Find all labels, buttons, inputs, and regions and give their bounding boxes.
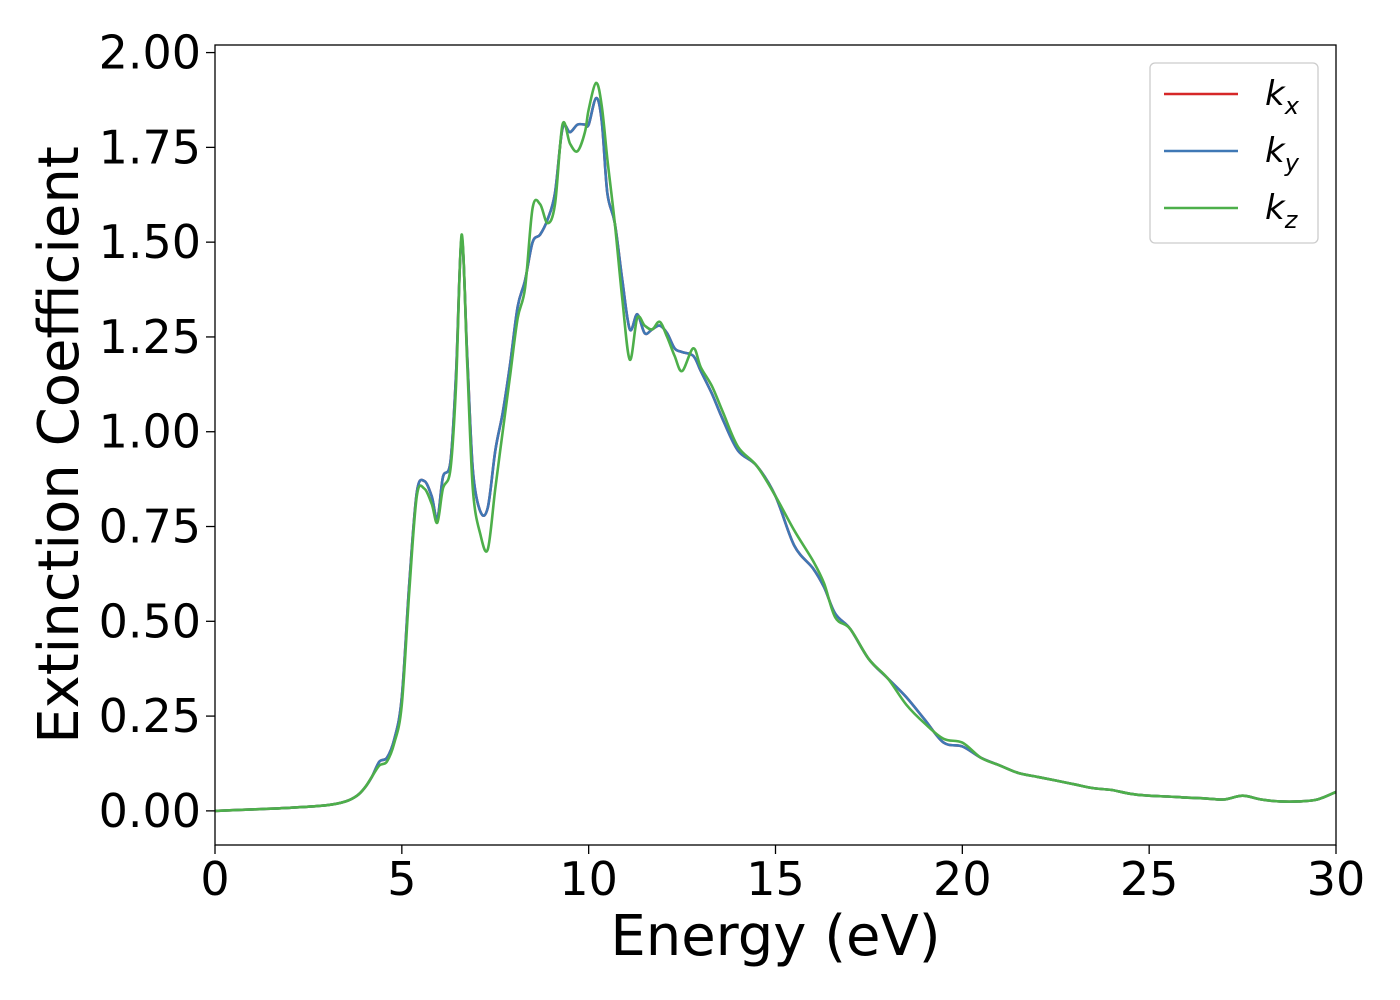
series-line-kz xyxy=(215,81,1336,813)
x-tick-label: 30 xyxy=(1307,852,1366,906)
y-tick-label: 1.50 xyxy=(99,215,201,269)
x-tick-label: 0 xyxy=(200,852,229,906)
series-layer xyxy=(215,81,1336,813)
y-tick-label: 0.50 xyxy=(99,594,201,648)
legend-box xyxy=(1149,62,1319,244)
x-axis: 0 5 10 15 20 25 30 xyxy=(200,845,1365,906)
y-tick-label: 0.25 xyxy=(99,689,201,743)
legend-label-subscript: z xyxy=(1284,206,1299,234)
x-tick-label: 25 xyxy=(1120,852,1179,906)
legend-label-main: k xyxy=(1265,131,1286,171)
legend-label-subscript: x xyxy=(1284,92,1300,120)
legend-label-subscript: y xyxy=(1284,149,1300,177)
legend-label-kx: kx xyxy=(1265,74,1300,120)
y-tick-label: 2.00 xyxy=(99,26,201,80)
legend-label-kz: kz xyxy=(1265,188,1299,234)
x-tick-label: 20 xyxy=(933,852,992,906)
y-tick-label: 0.75 xyxy=(99,500,201,554)
y-tick-label: 1.25 xyxy=(99,310,201,364)
x-axis-title: Energy (eV) xyxy=(610,904,940,969)
legend-label-main: k xyxy=(1265,74,1286,114)
x-tick-label: 15 xyxy=(746,852,805,906)
y-tick-label: 1.00 xyxy=(99,405,201,459)
y-tick-label: 1.75 xyxy=(99,120,201,174)
y-tick-label: 0.00 xyxy=(99,784,201,838)
x-tick-label: 5 xyxy=(387,852,416,906)
legend-label-ky: ky xyxy=(1265,131,1300,177)
y-axis: 0.00 0.25 0.50 0.75 1.00 1.25 1.50 1.75 2.00 xyxy=(99,26,215,838)
legend-label-main: k xyxy=(1265,188,1286,228)
y-axis-title: Extinction Coefficient xyxy=(27,146,92,744)
x-tick-label: 10 xyxy=(559,852,618,906)
